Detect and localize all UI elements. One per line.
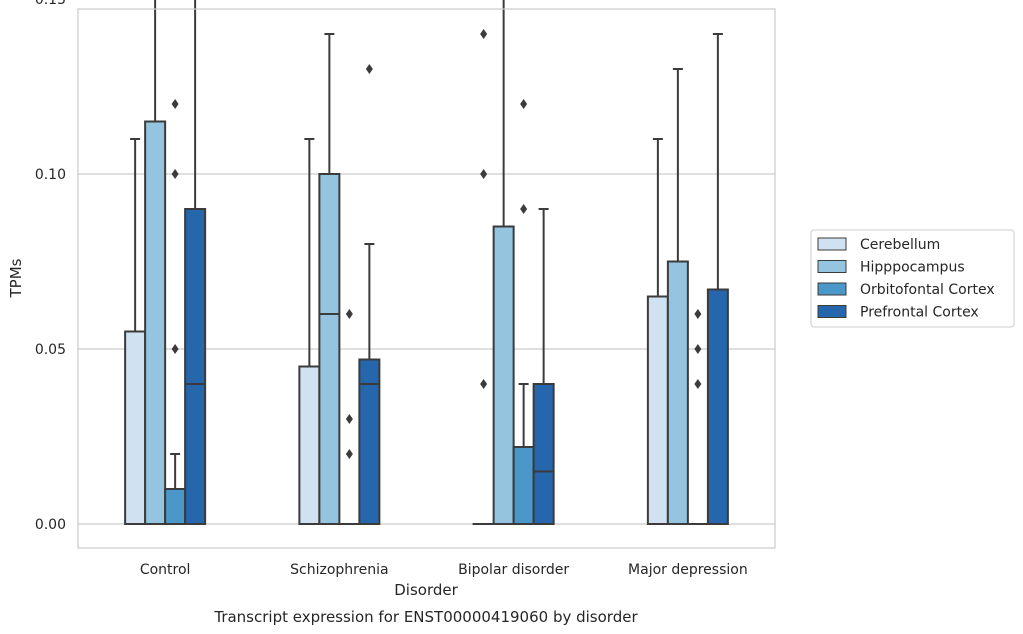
outlier-point: [365, 64, 373, 74]
outlier-point: [694, 309, 702, 319]
y-tick-label: 0.10: [35, 167, 66, 183]
x-tick-label: Bipolar disorder: [458, 562, 569, 578]
legend-swatch: [817, 305, 847, 318]
y-tick-label: 0.05: [35, 342, 66, 358]
plot-frame: [77, 8, 776, 549]
box-2-2: [512, 99, 535, 525]
x-tick-labels: Control Schizophrenia Bipolar disorder Majo…: [140, 562, 748, 578]
box-3-0: [646, 138, 669, 525]
box-0-3: [184, 0, 207, 525]
legend-label: Cerebellum: [860, 237, 940, 253]
box-body: [298, 365, 321, 525]
box-body: [492, 225, 515, 525]
box-2-3: [532, 208, 555, 525]
legend-label: Orbitofontal Cortex: [860, 282, 995, 298]
y-tick-label: 0.00: [35, 517, 66, 533]
legend-swatch: [817, 282, 847, 296]
outlier-point: [345, 309, 353, 319]
box-marks: [124, 0, 729, 526]
box-body: [184, 208, 207, 525]
outlier-point: [345, 449, 353, 459]
box-3-3: [706, 33, 729, 525]
outlier-point: [171, 344, 179, 354]
outlier-point: [480, 29, 488, 39]
outlier-point: [171, 99, 179, 109]
outlier-point: [520, 99, 528, 109]
y-tick-label: 0.15: [35, 0, 66, 8]
box-body: [318, 173, 341, 525]
box-0-2: [164, 99, 187, 525]
box-body: [144, 120, 167, 525]
chart-caption: Transcript expression for ENST0000041906…: [213, 608, 638, 626]
y-tick-labels: 0.000.050.100.150.200.25: [35, 0, 66, 533]
legend-frame: [810, 229, 1015, 328]
x-tick-label: Schizophrenia: [290, 562, 388, 578]
box-3-1: [666, 68, 689, 525]
box-body: [358, 358, 381, 525]
legend-swatch: [817, 237, 847, 251]
box-1-3: [358, 64, 381, 525]
x-tick-label: Major depression: [628, 562, 748, 578]
outlier-point: [520, 204, 528, 214]
box-body: [164, 488, 187, 525]
y-axis-title: TPMs: [7, 258, 25, 298]
x-axis-title: Disorder: [394, 581, 458, 599]
legend-label: Prefrontal Cortex: [860, 305, 979, 321]
outlier-point: [694, 344, 702, 354]
legend-label: Hipppocampus: [860, 260, 965, 276]
box-2-1: [492, 0, 515, 525]
x-tick-label: Control: [140, 562, 191, 578]
box-body: [666, 260, 689, 525]
outlier-point: [345, 414, 353, 424]
outlier-point: [480, 379, 488, 389]
box-1-1: [318, 33, 341, 525]
outlier-point: [480, 169, 488, 179]
box-body: [124, 330, 147, 525]
box-body: [706, 288, 729, 525]
box-body: [646, 295, 669, 525]
box-body: [512, 446, 535, 525]
outlier-point: [171, 169, 179, 179]
box-body: [532, 383, 555, 525]
box-0-1: [144, 0, 167, 525]
legend: Cerebellum Hipppocampus Orbitofontal Corte…: [810, 229, 1015, 328]
legend-swatch: [817, 260, 847, 273]
outlier-point: [694, 379, 702, 389]
